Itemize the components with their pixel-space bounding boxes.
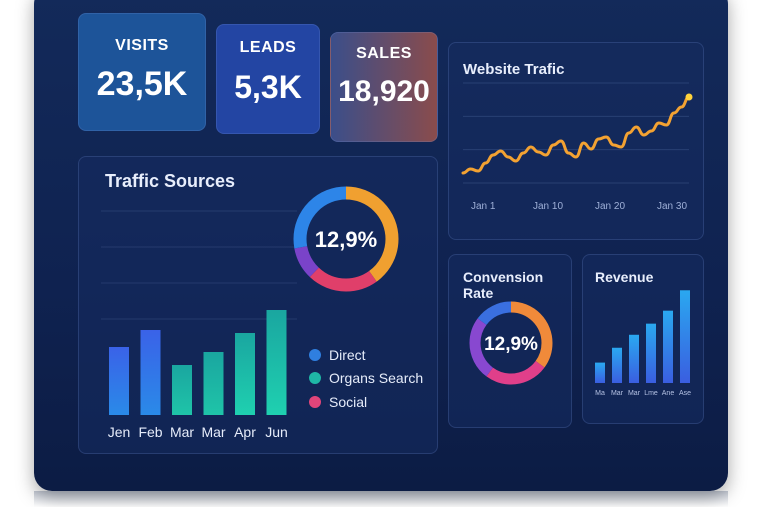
screen-reflection	[34, 491, 728, 507]
donut-slice	[293, 186, 399, 292]
traffic-bar	[203, 352, 224, 415]
conversion-rate-title: Convension Rate	[463, 269, 544, 301]
website-traffic-title: Website Trafic	[463, 61, 565, 78]
month-label: Mar	[201, 424, 225, 440]
kpi-card-visits[interactable]: VISITS 23,5K	[78, 13, 206, 131]
month-label: Apr	[234, 424, 256, 440]
legend-label: Organs Search	[329, 370, 424, 386]
conversion-rate-donut: 12,9%	[469, 301, 553, 385]
donut-slice	[469, 301, 553, 385]
x-tick-label: Jan 30	[657, 201, 687, 212]
month-label: Jun	[265, 424, 288, 440]
kpi-value: 18,920	[338, 75, 430, 108]
dashboard-screen: VISITS 23,5K LEADS 5,3K SALES 18,920 Web…	[34, 0, 728, 491]
revenue-bar-chart: Ma Mar Mar Lme Ane Ase	[595, 290, 691, 397]
month-label: Jen	[108, 424, 131, 440]
legend-item-social: Social	[309, 394, 367, 410]
revenue-x-label: Mar	[628, 390, 641, 397]
kpi-label: LEADS	[239, 39, 297, 56]
legend-label: Direct	[329, 347, 366, 363]
traffic-sources-bar-chart: Jen Feb Mar Mar Apr Jun 12,9%	[101, 186, 399, 440]
month-label: Mar	[170, 424, 194, 440]
x-tick-label: Jan 10	[533, 201, 563, 212]
traffic-bar	[172, 365, 192, 415]
revenue-bar	[629, 334, 639, 383]
legend-dot	[309, 349, 321, 361]
traffic-bar	[140, 330, 161, 415]
website-traffic-line-chart: Jan 1 Jan 10 Jan 20 Jan 30	[461, 82, 693, 212]
traffic-bar	[266, 310, 287, 415]
kpi-card-sales[interactable]: SALES 18,920	[330, 32, 438, 142]
traffic-sources-title: Traffic Sources	[105, 171, 236, 191]
x-tick-label: Jan 1	[471, 201, 496, 212]
revenue-x-label: Lme	[644, 390, 658, 397]
revenue-bar	[612, 347, 622, 383]
donut-center-value: 12,9%	[484, 334, 538, 355]
traffic-bar	[235, 333, 255, 415]
website-traffic-card: Website Trafic Jan 1 Jan 10 Jan 20 Jan 30	[448, 42, 704, 240]
kpi-value: 5,3K	[234, 69, 302, 105]
month-label: Feb	[138, 424, 162, 440]
revenue-x-label: Ane	[662, 390, 675, 397]
traffic-bar	[109, 347, 129, 415]
revenue-x-label: Ma	[595, 390, 605, 397]
kpi-card-leads[interactable]: LEADS 5,3K	[216, 24, 320, 134]
revenue-x-label: Ase	[679, 390, 691, 397]
revenue-bar	[680, 290, 690, 383]
traffic-line	[461, 95, 691, 175]
donut-slice	[293, 186, 399, 292]
revenue-x-label: Mar	[611, 390, 624, 397]
legend-item-direct: Direct	[309, 347, 366, 363]
kpi-label: SALES	[356, 45, 412, 62]
conversion-rate-card: Convension Rate 12,9%	[448, 254, 572, 428]
kpi-label: VISITS	[115, 37, 169, 54]
legend-label: Social	[329, 394, 368, 410]
traffic-sources-card: Traffic Sources Jen Feb Mar Mar Apr Jun 12,9% …	[78, 156, 438, 454]
revenue-card: Revenue Ma Mar Mar Lme Ane Ase	[582, 254, 704, 424]
revenue-bar	[646, 323, 656, 383]
revenue-bar	[595, 362, 605, 383]
traffic-endpoint	[685, 93, 693, 101]
legend-item-organic-search: Organs Search	[309, 370, 423, 386]
revenue-title: Revenue	[595, 269, 654, 285]
kpi-value: 23,5K	[96, 65, 188, 103]
donut-slice	[469, 301, 553, 385]
donut-slice	[469, 301, 553, 385]
legend-dot	[309, 396, 321, 408]
x-tick-label: Jan 20	[595, 201, 625, 212]
revenue-bar	[663, 310, 673, 383]
legend-dot	[309, 372, 321, 384]
donut-center-value: 12,9%	[315, 227, 377, 252]
